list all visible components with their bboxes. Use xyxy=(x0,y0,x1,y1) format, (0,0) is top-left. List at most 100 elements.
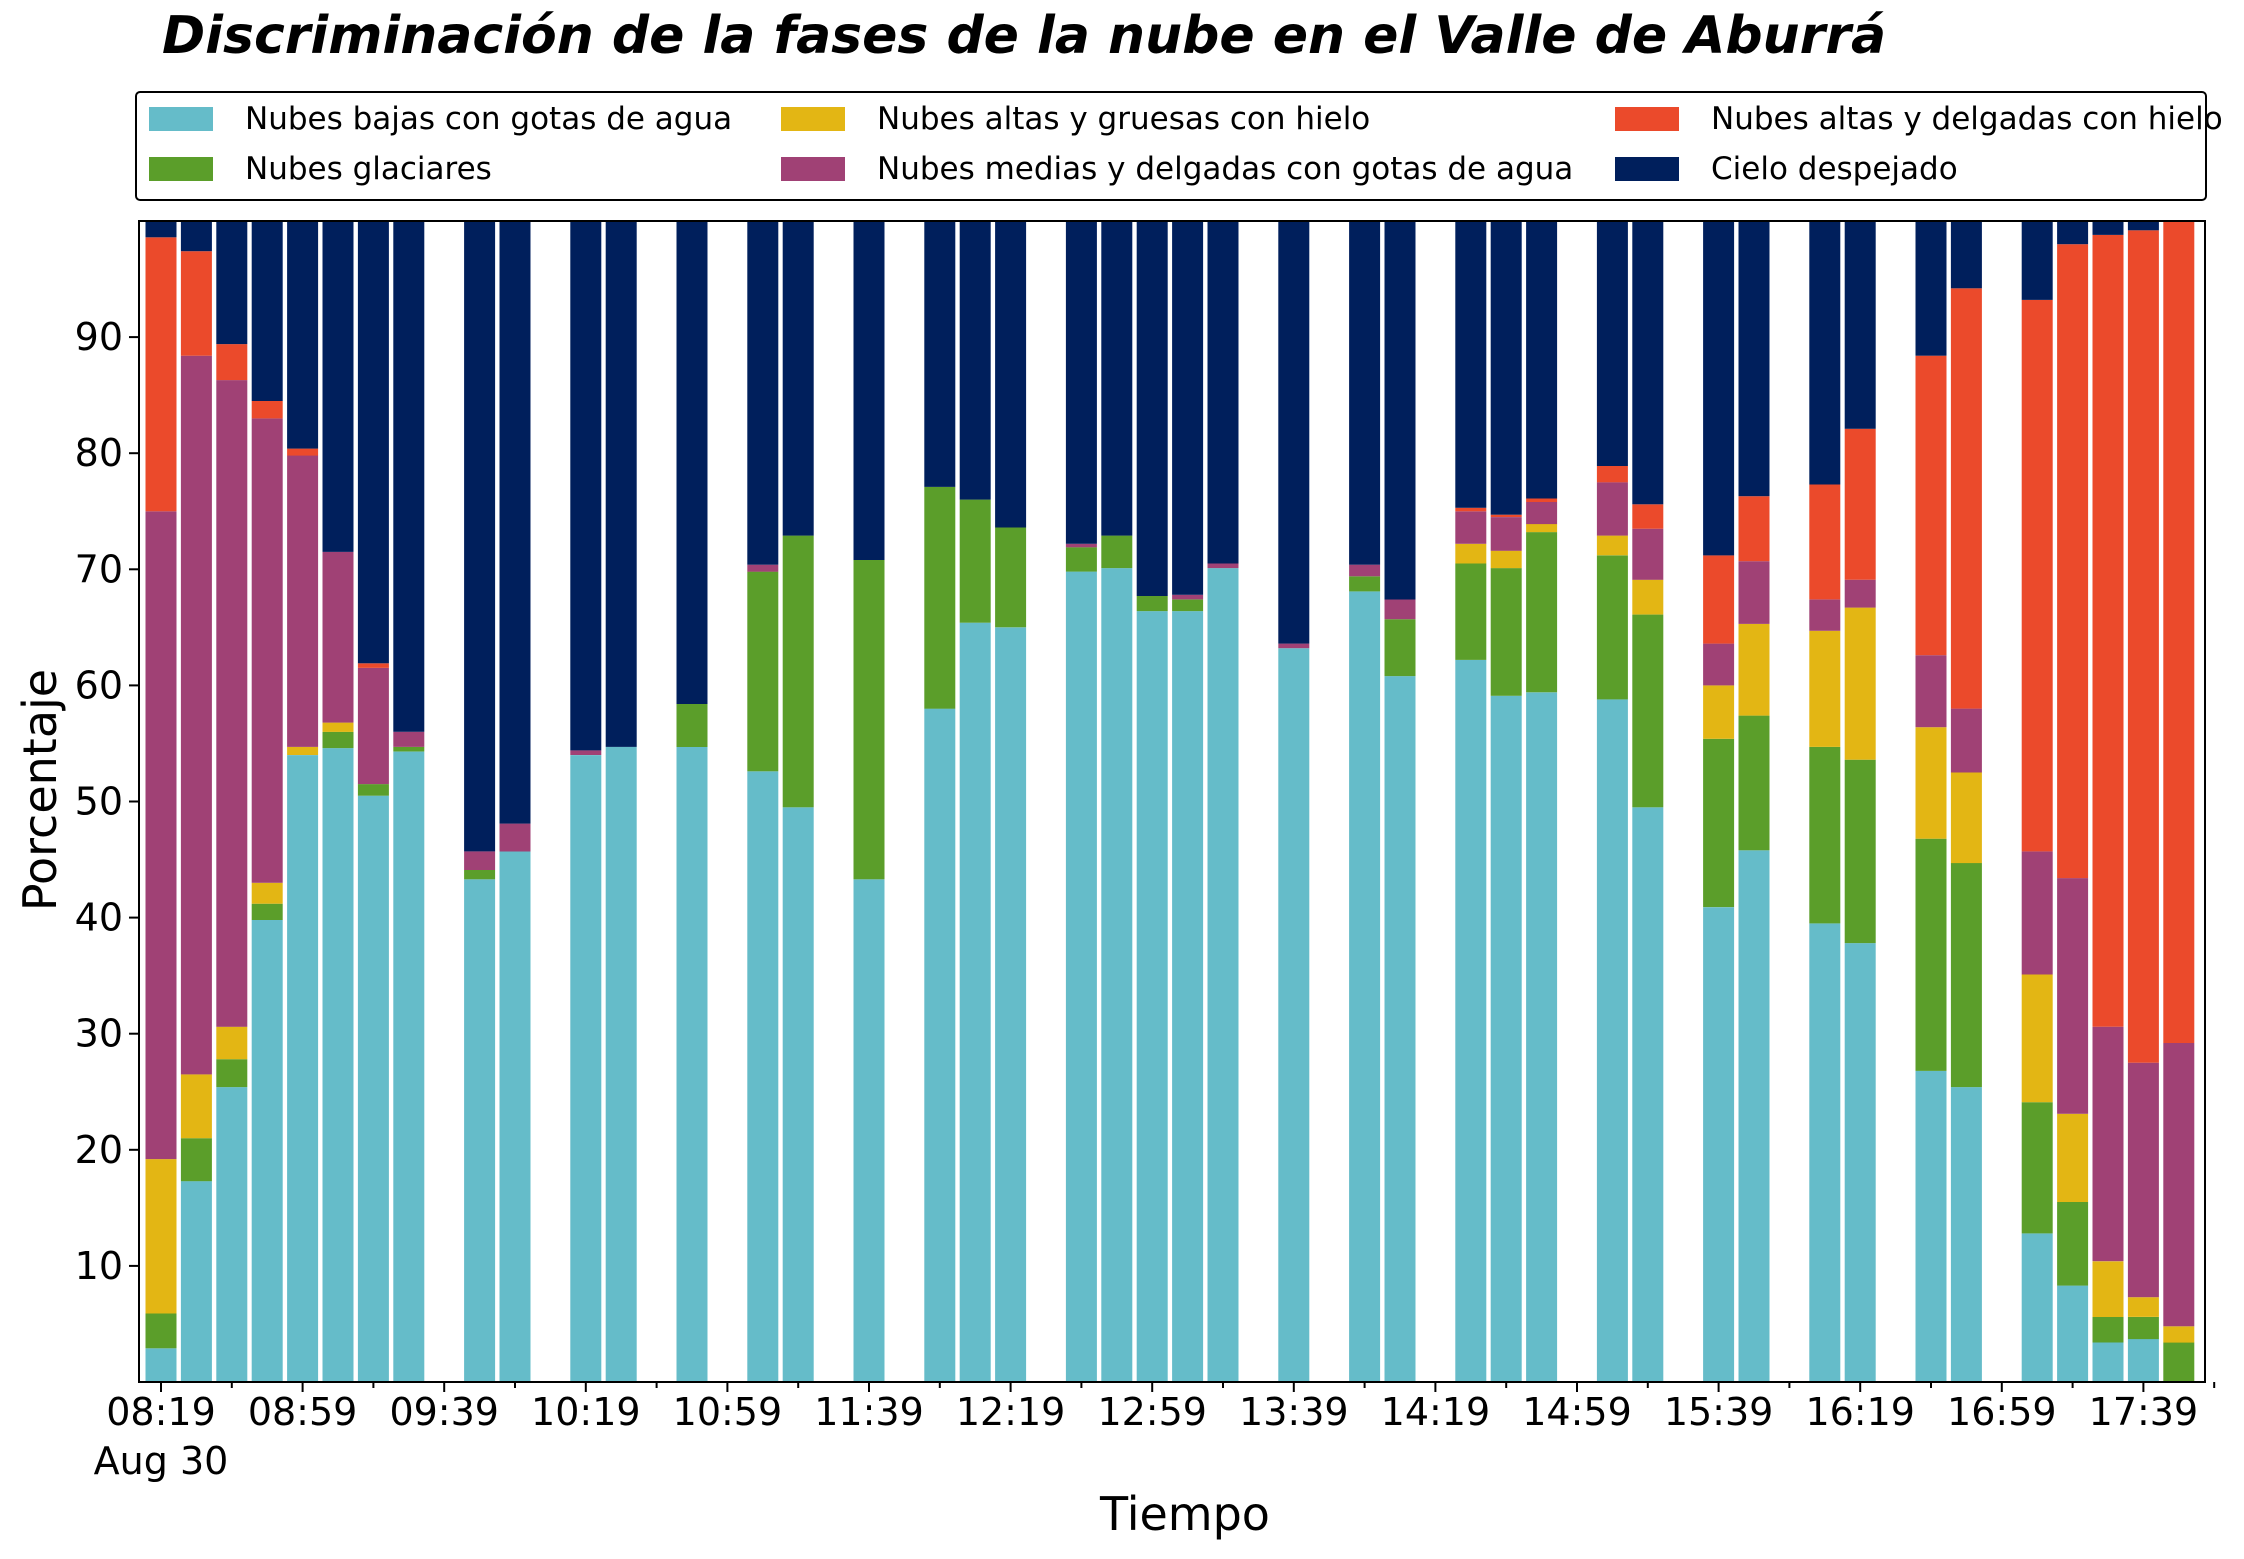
bar-segment-low_water xyxy=(251,919,283,1382)
x-tick-label: 13:39 xyxy=(1239,1390,1349,1434)
legend-label: Nubes glaciares xyxy=(245,151,492,187)
bar-segment-clear_sky xyxy=(1278,221,1310,644)
bar-segment-mid_thin_water xyxy=(2021,851,2053,975)
bar-segment-high_thick_ice xyxy=(2127,1297,2159,1317)
bar-segment-clear_sky xyxy=(1172,221,1204,595)
bar-segment-high_thick_ice xyxy=(1490,550,1522,569)
bar-segment-glacial xyxy=(393,746,425,752)
bar-segment-low_water xyxy=(2057,1285,2089,1382)
bar-segment-glacial xyxy=(1490,568,1522,696)
chart-title: Discriminación de la fases de la nube en… xyxy=(162,6,1887,66)
bar-segment-high_thin_ice xyxy=(1632,504,1664,529)
bar-segment-clear_sky xyxy=(1455,221,1487,508)
bar-segment-high_thin_ice xyxy=(2021,299,2053,852)
bar-segment-high_thin_ice xyxy=(2092,234,2124,1027)
bar-segment-low_water xyxy=(1915,1070,1947,1382)
bar-segment-mid_thin_water xyxy=(1809,599,1841,631)
bar-segment-clear_sky xyxy=(676,221,708,704)
bar-segment-mid_thin_water xyxy=(393,731,425,747)
bar-segment-mid_thin_water xyxy=(1950,708,1982,773)
bar-segment-clear_sky xyxy=(959,221,991,500)
bar-segment-clear_sky xyxy=(145,221,177,238)
bar-segment-clear_sky xyxy=(1526,221,1558,499)
bar-segment-low_water xyxy=(959,622,991,1382)
legend-label: Nubes altas y gruesas con hielo xyxy=(877,101,1371,137)
bar-segment-high_thick_ice xyxy=(251,882,283,904)
bar-segment-low_water xyxy=(1455,659,1487,1382)
legend-item-high-thick-ice: Nubes altas y gruesas con hielo xyxy=(781,99,1370,139)
legend-swatch-low-water xyxy=(149,107,213,131)
bar-segment-low_water xyxy=(357,795,389,1382)
bar-segment-glacial xyxy=(676,704,708,747)
bar-segment-mid_thin_water xyxy=(499,823,531,852)
legend-item-mid-thin-water: Nubes medias y delgadas con gotas de agu… xyxy=(781,149,1573,189)
bar-segment-mid_thin_water xyxy=(1738,561,1770,624)
bar-segment-low_water xyxy=(216,1087,248,1382)
legend-swatch-clear-sky xyxy=(1615,157,1679,181)
bar-segment-clear_sky xyxy=(2127,221,2159,231)
bar-segment-clear_sky xyxy=(499,221,531,824)
x-tick-label: 15:39 xyxy=(1664,1390,1774,1434)
bar-segment-low_water xyxy=(1703,907,1735,1382)
bar-segment-glacial xyxy=(2127,1317,2159,1340)
bar-segment-clear_sky xyxy=(1596,221,1628,466)
bar-segment-glacial xyxy=(1101,535,1133,569)
bar-segment-glacial xyxy=(2092,1317,2124,1343)
bar-segment-high_thin_ice xyxy=(251,401,283,419)
bar-segment-glacial xyxy=(995,527,1027,628)
legend: Nubes bajas con gotas de agua Nubes glac… xyxy=(135,91,2223,201)
bar-segment-mid_thin_water xyxy=(322,551,354,723)
bar-segment-clear_sky xyxy=(1738,221,1770,497)
bar-segment-glacial xyxy=(1809,746,1841,924)
bar-segment-low_water xyxy=(924,708,956,1382)
bar-segment-glacial xyxy=(1172,599,1204,612)
bar-segment-low_water xyxy=(1207,568,1239,1382)
bar-segment-glacial xyxy=(1738,715,1770,851)
bar-segment-high_thin_ice xyxy=(1915,355,1947,656)
bar-segment-glacial xyxy=(251,903,283,920)
bar-segment-glacial xyxy=(1136,596,1168,612)
bar-segment-glacial xyxy=(216,1059,248,1088)
bar-segment-high_thick_ice xyxy=(180,1074,212,1139)
bar-segment-mid_thin_water xyxy=(1596,482,1628,536)
bar-segment-low_water xyxy=(782,807,814,1382)
bar-segment-high_thick_ice xyxy=(1596,535,1628,556)
legend-label: Nubes bajas con gotas de agua xyxy=(245,101,733,137)
bar-segment-low_water xyxy=(676,746,708,1382)
bar-segment-high_thin_ice xyxy=(180,251,212,356)
x-tick-label: 12:59 xyxy=(1097,1390,1207,1434)
bar-segment-glacial xyxy=(1526,532,1558,693)
bar-segment-glacial xyxy=(1632,614,1664,808)
bar-segment-clear_sky xyxy=(605,221,637,747)
bar-segment-high_thick_ice xyxy=(1844,607,1876,760)
bar-segment-glacial xyxy=(782,535,814,808)
bar-segment-glacial xyxy=(959,499,991,623)
bar-segment-mid_thin_water xyxy=(1455,511,1487,544)
bars-layer xyxy=(145,221,2195,1382)
bar-segment-low_water xyxy=(1349,591,1381,1382)
bar-segment-clear_sky xyxy=(1349,221,1381,565)
bar-segment-glacial xyxy=(853,560,885,880)
bar-segment-low_water xyxy=(1844,943,1876,1382)
bar-segment-high_thin_ice xyxy=(1950,288,1982,709)
bar-segment-clear_sky xyxy=(2021,221,2053,300)
x-tick-label: 16:19 xyxy=(1805,1390,1915,1434)
ticks-layer: 10 20 30 40 50 60 70 80 90 08:19 08:59 09:39 10:19 10… xyxy=(75,315,2216,1483)
bar-segment-high_thin_ice xyxy=(2057,244,2089,879)
bar-segment-mid_thin_water xyxy=(1703,643,1735,686)
bar-segment-glacial xyxy=(2163,1342,2195,1382)
bar-segment-mid_thin_water xyxy=(1172,594,1204,600)
bar-segment-clear_sky xyxy=(570,221,602,751)
plot-frame xyxy=(138,220,2206,1383)
bar-segment-mid_thin_water xyxy=(570,750,602,755)
bar-segment-mid_thin_water xyxy=(1526,502,1558,525)
bar-segment-mid_thin_water xyxy=(287,455,319,747)
bar-segment-glacial xyxy=(747,571,779,772)
bar-segment-high_thick_ice xyxy=(1703,685,1735,739)
bar-segment-glacial xyxy=(1915,838,1947,1071)
bar-segment-low_water xyxy=(747,771,779,1382)
x-tick-label: 10:59 xyxy=(673,1390,783,1434)
bar-segment-high_thick_ice xyxy=(287,746,319,755)
y-tick-label: 10 xyxy=(75,1244,123,1288)
bar-segment-high_thin_ice xyxy=(1703,555,1735,644)
